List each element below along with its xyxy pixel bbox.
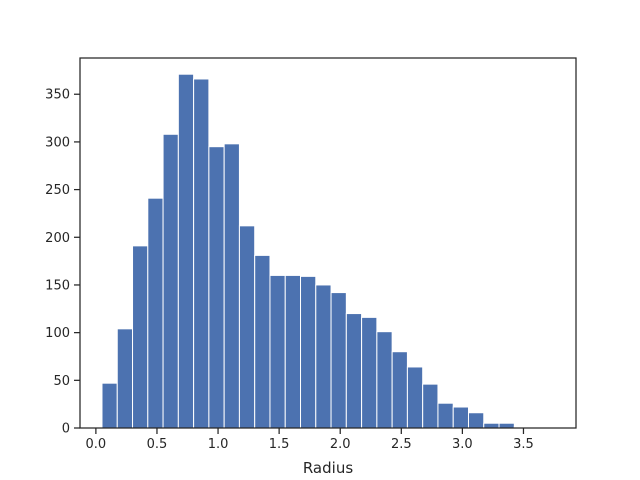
x-axis-label: Radius: [303, 459, 353, 477]
histogram-bar-1: [116, 328, 134, 429]
histogram-bar-5: [177, 73, 195, 429]
x-tick-label: 3.5: [513, 437, 534, 452]
y-tick-label: 200: [45, 231, 70, 246]
bars-group: [101, 73, 546, 429]
histogram-bar-19: [391, 351, 408, 429]
plot-frame: [79, 57, 577, 429]
y-tick-label: 100: [45, 326, 70, 341]
histogram-bar-26: [498, 422, 515, 429]
x-tick-label: 1.5: [269, 437, 290, 452]
histogram-bar-18: [376, 331, 393, 429]
x-tick-label: 1.0: [208, 437, 229, 452]
histogram-bar-10: [254, 254, 271, 429]
x-tick-label: 2.5: [391, 437, 412, 452]
x-tick-label: 0.0: [86, 437, 107, 452]
histogram-bar-12: [284, 274, 302, 429]
histogram-bar-24: [467, 412, 485, 429]
histogram-bar-23: [452, 406, 469, 429]
y-tick-label: 50: [53, 374, 70, 389]
histogram-bar-20: [406, 366, 424, 429]
histogram-bar-14: [315, 284, 332, 429]
histogram-bar-22: [437, 402, 454, 429]
histogram-bar-13: [300, 275, 317, 429]
histogram-bar-3: [147, 197, 164, 429]
histogram-bar-2: [132, 245, 149, 429]
histogram-bar-4: [162, 133, 179, 429]
y-tick-label: 350: [45, 88, 70, 103]
histogram-bar-11: [269, 274, 286, 429]
histogram-bar-21: [422, 383, 439, 429]
histogram-bar-16: [345, 313, 363, 429]
y-tick-label: 0: [62, 422, 70, 437]
histogram-bar-8: [223, 143, 240, 429]
y-axis-ticks: 0 50 100 150 200 250 300 350: [45, 88, 80, 437]
x-tick-label: 2.0: [330, 437, 351, 452]
y-tick-label: 250: [45, 183, 70, 198]
x-axis-ticks: 0.0 0.5 1.0 1.5 2.0 2.5 3.0 3.5: [86, 428, 534, 452]
y-tick-label: 300: [45, 135, 70, 150]
histogram-bar-6: [193, 78, 210, 429]
histogram-bar-17: [361, 316, 378, 429]
histogram-bar-15: [330, 292, 347, 429]
histogram-bar-25: [483, 422, 500, 429]
y-tick-label: 150: [45, 278, 70, 293]
histogram-bar-7: [208, 146, 225, 429]
histogram-bar-9: [238, 225, 256, 429]
histogram-bar-0: [101, 382, 118, 429]
x-tick-label: 0.5: [147, 437, 168, 452]
x-tick-label: 3.0: [452, 437, 473, 452]
